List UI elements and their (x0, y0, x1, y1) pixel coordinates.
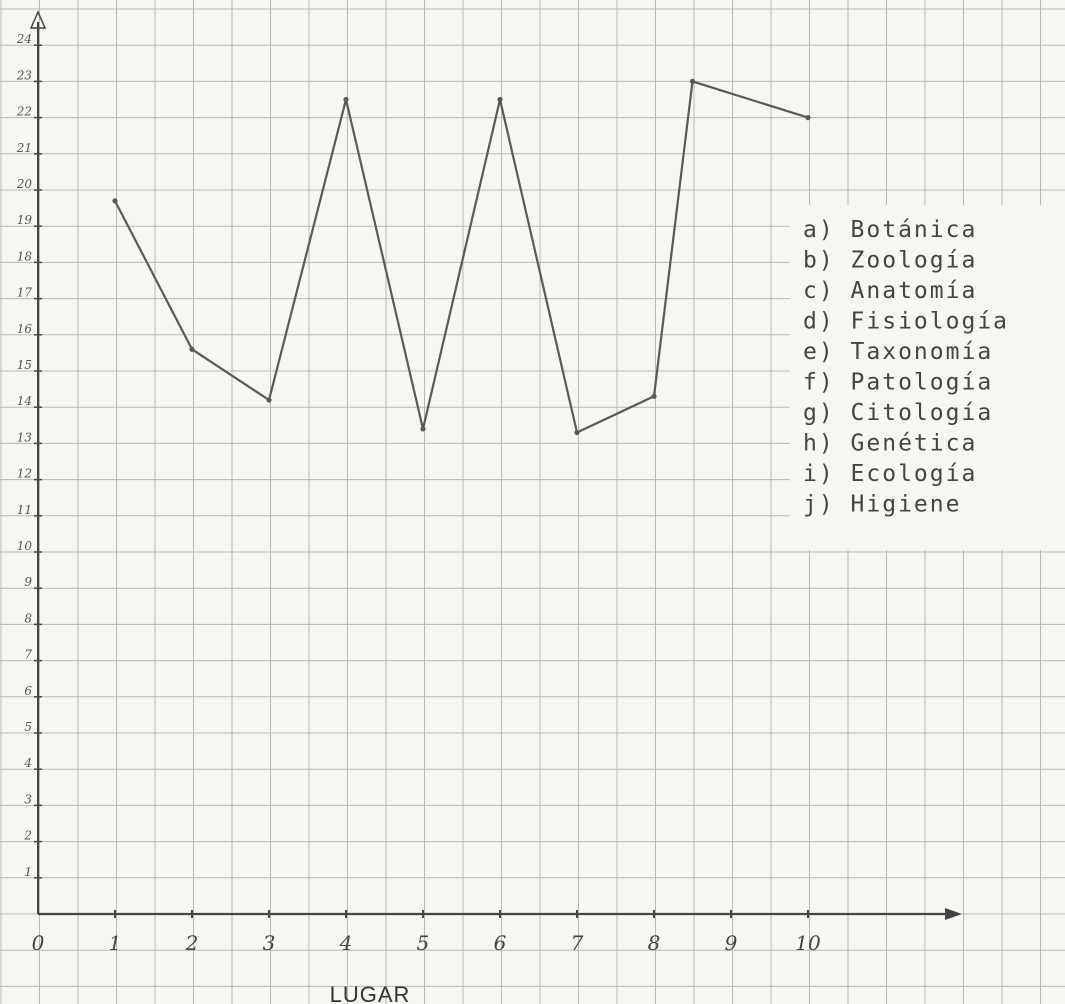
legend-background (790, 205, 1065, 550)
legend-background-rect (790, 205, 1065, 550)
legend-entry: f) Patología (803, 370, 993, 396)
legend-entry: d) Fisiología (803, 309, 1009, 335)
x-tick-label: 3 (263, 931, 276, 955)
legend-entry: h) Genética (803, 431, 977, 457)
data-point (497, 96, 503, 103)
legend-entry: g) Citología (803, 400, 993, 426)
legend-entry: c) Anatomía (803, 278, 977, 304)
x-axis-title: LUGAR (330, 982, 411, 1004)
legend-entry: a) Botánica (803, 217, 977, 243)
x-tick-label: 6 (494, 931, 507, 955)
data-point (266, 397, 272, 403)
x-axis-arrow (945, 908, 962, 920)
y-tick-label: 21 (16, 141, 32, 155)
data-point (689, 78, 696, 84)
legend: a) Botánica b) Zoología c) Anatomía d) Fisi… (803, 217, 1009, 518)
y-tick-label: 17 (17, 286, 33, 300)
y-tick-label: 19 (17, 213, 33, 227)
x-tick-label: 4 (339, 931, 353, 955)
y-tick-label: 10 (17, 539, 33, 553)
y-tick-label: 20 (16, 177, 33, 191)
y-tick-label: 18 (17, 249, 33, 263)
x-tick-label: 1 (109, 931, 122, 955)
y-axis-arrow (29, 10, 47, 29)
data-point (574, 429, 580, 436)
y-tick-label: 9 (24, 575, 32, 589)
x-tick-label: 7 (571, 931, 584, 955)
data-point (343, 96, 349, 103)
legend-entry: e) Taxonomía (803, 339, 993, 365)
x-tick-label: 0 (32, 931, 45, 955)
y-tick-label: 15 (17, 358, 32, 372)
y-tick-label: 12 (17, 467, 32, 481)
legend-entry: b) Zoología (803, 248, 977, 274)
y-tick-label: 24 (16, 32, 32, 46)
y-tick-label: 22 (16, 105, 32, 119)
data-point (651, 393, 657, 399)
y-tick-label: 1 (24, 865, 32, 879)
data-point (420, 426, 426, 432)
legend-entry: j) Higiene (803, 492, 961, 518)
y-tick-label: 14 (17, 394, 32, 408)
legend-entry: i) Ecología (803, 461, 977, 487)
y-tick-label: 16 (17, 322, 33, 336)
axes (29, 10, 962, 920)
x-tick-label: 8 (648, 931, 661, 955)
y-tick-label: 6 (24, 684, 32, 698)
x-tick-label: 9 (725, 931, 738, 955)
y-tick-label: 8 (24, 611, 32, 625)
data-point (112, 198, 118, 204)
y-tick-label: 11 (17, 503, 32, 517)
series-line (114, 80, 809, 434)
data-point (189, 346, 195, 352)
y-tick-label: 4 (23, 756, 32, 770)
x-tick-label: 2 (185, 931, 199, 955)
x-tick-label: 10 (795, 931, 821, 955)
data-series (112, 78, 811, 436)
x-axis-ticks: 0 1 2 3 4 5 6 7 8 9 10 (32, 910, 821, 955)
y-tick-label: 5 (24, 720, 32, 734)
y-tick-label: 7 (24, 648, 32, 662)
x-tick-label: 5 (417, 931, 430, 955)
y-tick-label: 3 (24, 792, 32, 806)
y-tick-label: 13 (17, 430, 33, 444)
data-point (805, 115, 811, 121)
y-tick-label: 23 (16, 68, 33, 82)
y-tick-label: 2 (23, 829, 32, 843)
